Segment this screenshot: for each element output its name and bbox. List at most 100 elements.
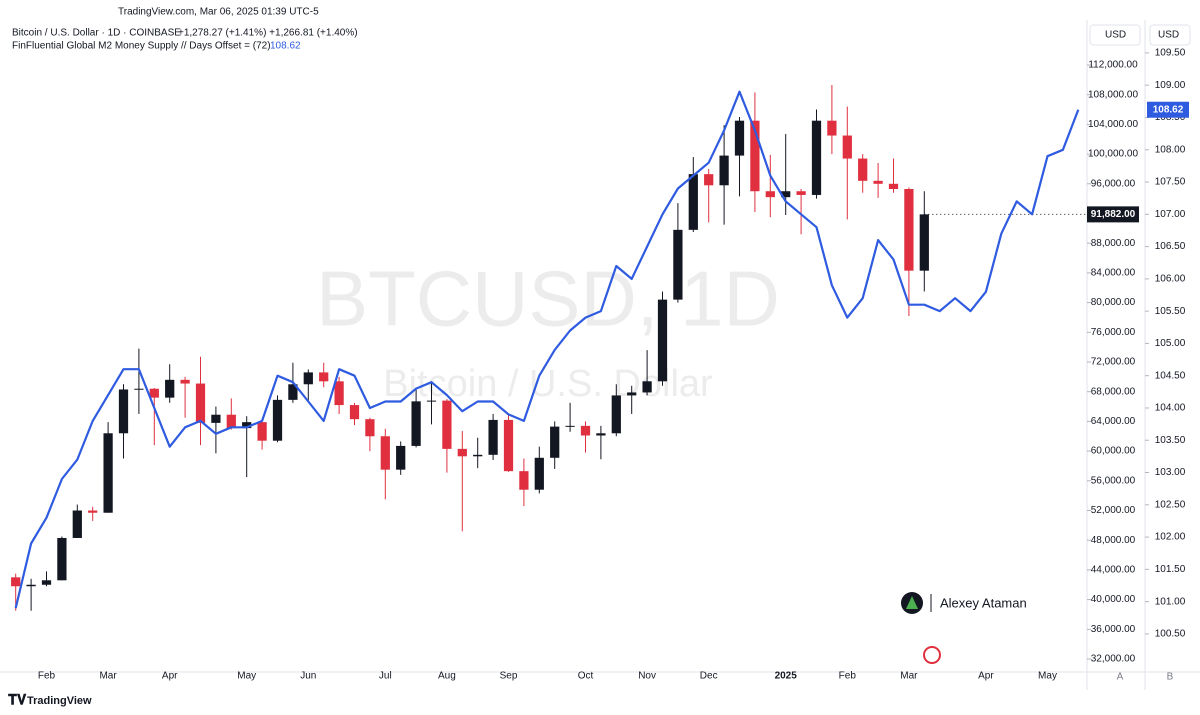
currency-label[interactable]: USD [1158, 30, 1179, 41]
x-tick-label: Apr [162, 671, 178, 682]
y-tick-label: 88,000.00 [1091, 238, 1136, 249]
candle-body [88, 510, 98, 513]
candle-body [72, 510, 82, 538]
candle-body [149, 388, 159, 398]
candle-body [688, 174, 698, 230]
y-tick-label: 96,000.00 [1091, 178, 1136, 189]
candle-body [257, 422, 267, 441]
currency-button[interactable] [1149, 24, 1191, 46]
currency-button[interactable] [1089, 24, 1141, 46]
x-tick-label: Dec [700, 671, 718, 682]
candle-body [827, 120, 837, 136]
scale-button[interactable]: B [1167, 672, 1174, 683]
y2-tick-label: 105.50 [1155, 306, 1186, 317]
x-tick-label: Apr [978, 671, 994, 682]
last-price-label: 91,882.00 [1091, 209, 1136, 220]
candle-body [426, 400, 437, 402]
legend-btc: Bitcoin / U.S. Dollar · 1D · COINBASE [12, 28, 181, 39]
candle-body [380, 436, 390, 470]
x-tick-label: Mar [99, 671, 117, 682]
y-tick-label: 104,000.00 [1088, 119, 1138, 130]
x-tick-label: Oct [578, 671, 594, 682]
candle-body [473, 454, 483, 457]
candle-body [226, 414, 236, 429]
y-tick-label: 80,000.00 [1091, 297, 1136, 308]
candle-body [57, 537, 67, 581]
y2-tick-label: 101.00 [1155, 596, 1186, 607]
candle-body [165, 379, 175, 398]
scale-button[interactable]: A [1117, 672, 1124, 683]
x-tick-label: Nov [638, 671, 656, 682]
y2-tick-label: 106.00 [1155, 274, 1186, 285]
x-tick-label: Feb [839, 671, 857, 682]
x-tick-label: Aug [438, 671, 456, 682]
y-tick-label: 72,000.00 [1091, 357, 1136, 368]
candle-body [534, 457, 544, 490]
x-tick-label: May [237, 671, 256, 682]
candle-body [195, 383, 206, 423]
candle-body [781, 191, 791, 198]
y2-tick-label: 100.50 [1155, 629, 1186, 640]
y2-tick-label: 105.00 [1155, 338, 1186, 349]
watermark: BTCUSD, 1D [316, 255, 780, 343]
candle-body [396, 445, 406, 470]
candle-body [411, 401, 421, 446]
currency-label[interactable]: USD [1105, 30, 1126, 41]
candle-body [873, 180, 883, 184]
candle-body [180, 379, 190, 384]
candle-body [349, 405, 360, 420]
candle-body [242, 422, 252, 429]
candle-body [303, 372, 313, 385]
candle-body [642, 381, 652, 393]
y-tick-label: 108,000.00 [1088, 89, 1138, 100]
y2-tick-label: 108.00 [1155, 144, 1186, 155]
last-value-box [1147, 101, 1189, 118]
candle-body [811, 120, 822, 195]
y-tick-label: 36,000.00 [1091, 624, 1136, 635]
candle-body [750, 120, 760, 192]
y-tick-label: 112,000.00 [1088, 60, 1138, 71]
legend-m2-value: 108.62 [270, 41, 301, 52]
y2-tick-label: 106.50 [1155, 241, 1186, 252]
legend-btc-change: +1,278.27 (+1.41%) +1,266.81 (+1.40%) [178, 28, 358, 39]
x-tick-label: Jun [300, 671, 316, 682]
x-tick-label: Sep [500, 671, 518, 682]
y-tick-label: 44,000.00 [1091, 565, 1136, 576]
candle-body [134, 388, 144, 390]
candle-body [488, 419, 498, 455]
candle-body [765, 191, 775, 198]
y-tick-label: 68,000.00 [1091, 386, 1136, 397]
y2-tick-label: 107.50 [1155, 177, 1186, 188]
candle-body [919, 214, 929, 271]
y-tick-label: 84,000.00 [1091, 268, 1136, 279]
y-tick-label: 56,000.00 [1091, 475, 1136, 486]
candle-body [26, 584, 36, 587]
candle-body [627, 392, 637, 396]
y2-tick-label: 101.50 [1155, 564, 1186, 575]
y-tick-label: 76,000.00 [1091, 327, 1136, 338]
x-tick-label: Mar [900, 671, 918, 682]
event-icon[interactable] [923, 646, 941, 664]
y-tick-label: 100,000.00 [1088, 149, 1138, 160]
brand: TradingView [27, 695, 92, 707]
y2-tick-label: 107.00 [1155, 209, 1186, 220]
candle-body [272, 399, 283, 441]
y-tick-label: 48,000.00 [1091, 535, 1136, 546]
legend-m2: FinFluential Global M2 Money Supply // D… [12, 41, 271, 52]
y-tick-label: 52,000.00 [1091, 505, 1136, 516]
candle-body [457, 448, 467, 457]
candle-body [596, 433, 606, 436]
last-value-label: 108.62 [1153, 104, 1184, 115]
candle-body [888, 183, 899, 189]
candle-body [704, 174, 714, 186]
candle-body [796, 191, 806, 195]
candle-body [550, 426, 560, 458]
y2-tick-label: 102.00 [1155, 532, 1186, 543]
candle-body [334, 381, 344, 406]
candle-body [734, 120, 745, 156]
candle-body [565, 425, 575, 427]
candle-body [719, 155, 729, 186]
y-tick-label: 60,000.00 [1091, 446, 1136, 457]
candle-body [365, 419, 375, 437]
